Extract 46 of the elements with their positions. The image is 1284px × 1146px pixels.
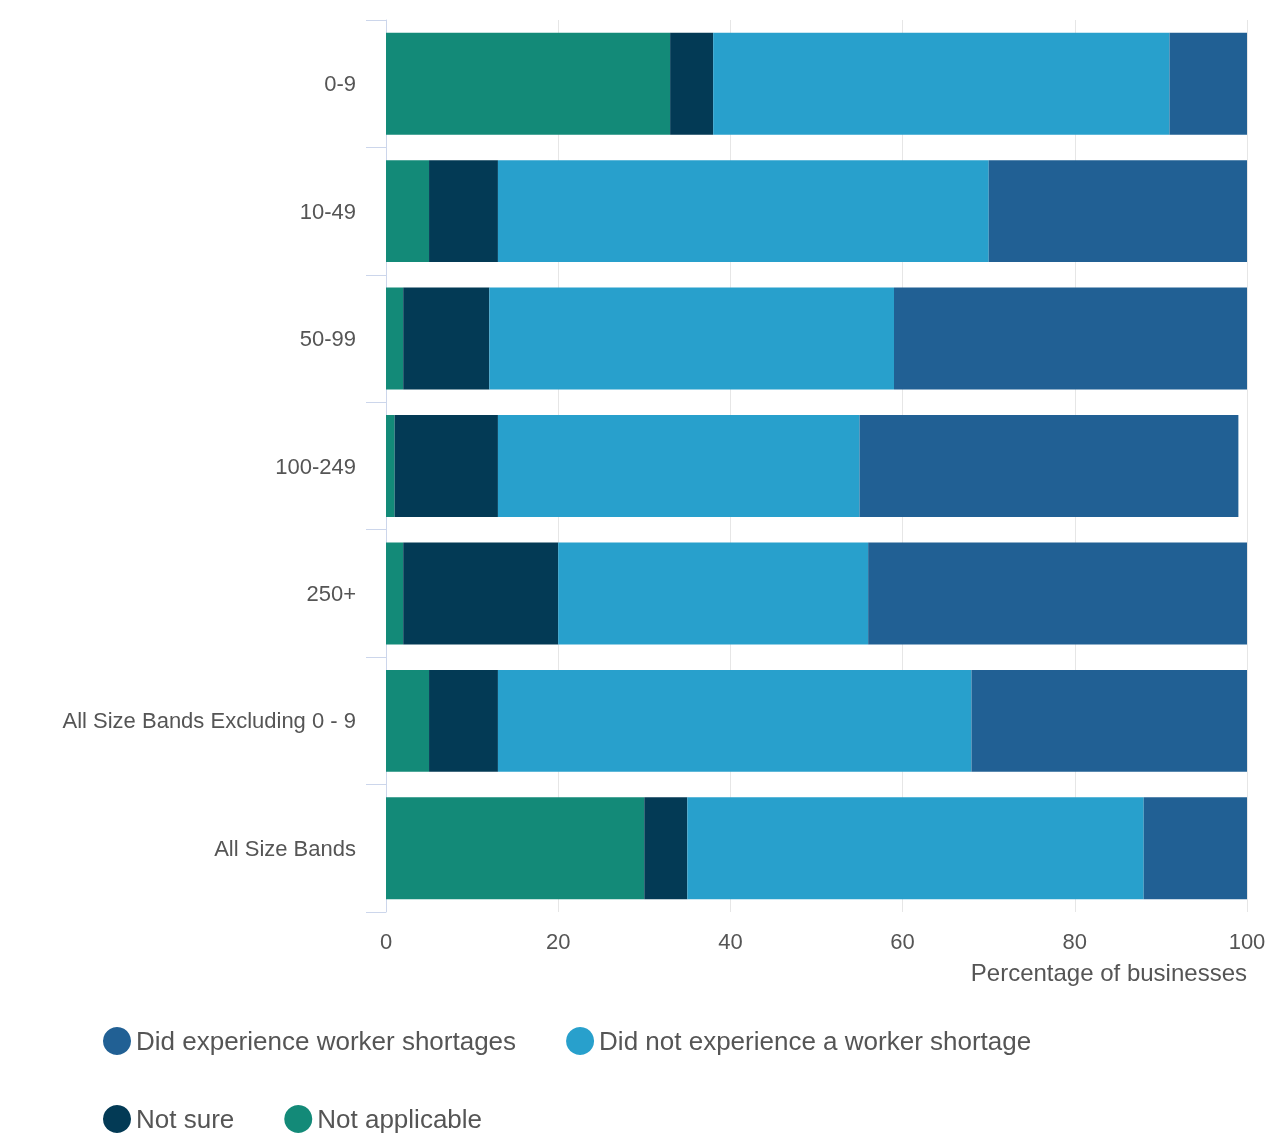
bar [497, 160, 989, 263]
x-axis-title: Percentage of businesses [970, 958, 1247, 986]
bar [558, 542, 869, 645]
bar [386, 415, 395, 517]
y-tick-label: 0-9 [324, 71, 356, 97]
x-tick-label: 100 [1228, 928, 1266, 954]
x-tick-label: 40 [718, 928, 743, 954]
bar [497, 415, 860, 517]
x-tick-label: 60 [890, 928, 915, 954]
y-tick-label: 50-99 [299, 326, 356, 352]
bar [1169, 32, 1247, 135]
bar [386, 287, 404, 390]
y-tick-label: All Size Bands Excluding 0 - 9 [62, 708, 356, 734]
x-tick-label: 20 [545, 928, 571, 954]
legend-label: Did experience worker shortages [136, 1026, 517, 1056]
bar [403, 542, 559, 645]
legend-label: Not applicable [317, 1104, 483, 1134]
bar [386, 797, 645, 900]
bar [670, 32, 714, 135]
bar [687, 797, 1144, 900]
bar [497, 669, 972, 772]
bar [713, 32, 1170, 135]
bar [386, 669, 430, 772]
bar [644, 797, 688, 900]
y-tick-label: 100-249 [275, 453, 356, 479]
y-tick-label: All Size Bands [214, 835, 356, 861]
bar [403, 287, 490, 390]
y-tick-label: 10-49 [299, 198, 356, 224]
legend-label: Did not experience a worker shortage [599, 1026, 1032, 1056]
bar [489, 287, 894, 390]
y-tick-label: 250+ [306, 580, 356, 606]
bar [386, 160, 430, 263]
bar [868, 542, 1247, 645]
bar [971, 669, 1247, 772]
bar [859, 415, 1239, 517]
bar [386, 542, 404, 645]
x-tick-label: 0 [379, 928, 393, 954]
bar [893, 287, 1247, 390]
x-tick-label: 80 [1062, 928, 1088, 954]
bar [386, 32, 671, 135]
bar [429, 160, 498, 263]
bar [429, 669, 498, 772]
bar [1143, 797, 1247, 900]
bar [394, 415, 498, 517]
legend-label: Not sure [136, 1104, 235, 1134]
bar [988, 160, 1247, 263]
